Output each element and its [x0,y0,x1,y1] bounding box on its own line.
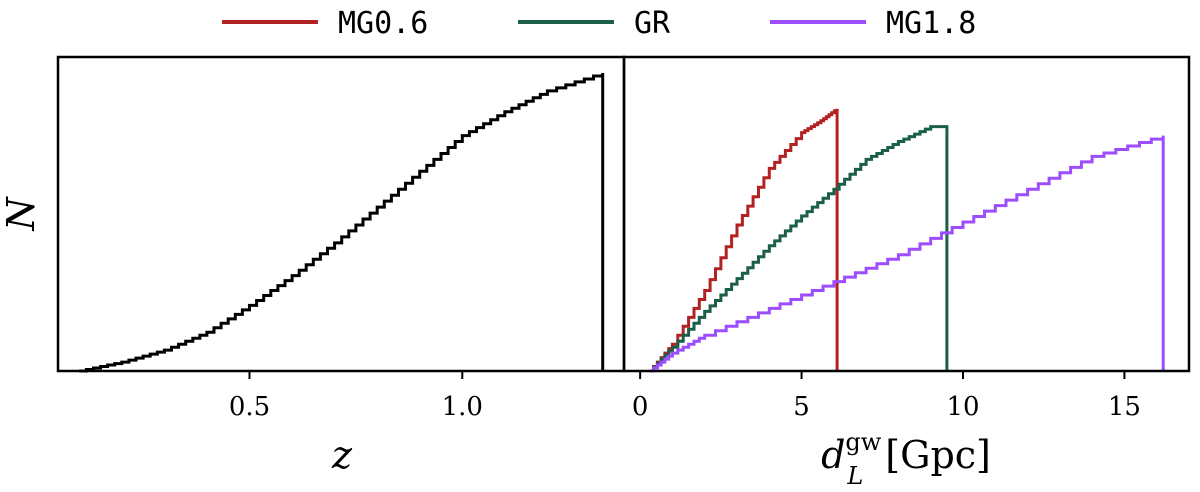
x-tick-label: 15 [1108,392,1141,422]
x-axis-label: z [331,433,353,477]
x-tick-label: 1.0 [442,392,483,422]
series-gr [649,125,949,373]
legend-label-mg1.8: MG1.8 [886,6,976,41]
series-mg1.8 [649,135,1165,373]
legend: MG0.6 GR MG1.8 [222,6,976,41]
legend-label-mg0.6: MG0.6 [338,6,428,41]
y-axis-label: N [0,196,43,232]
x-tick-label: 0 [632,392,649,422]
series-redshift [79,73,605,373]
x-tick-label: 10 [946,392,979,422]
x-axis-label: dgw L [Gpc] [821,428,991,490]
series-mg0.6 [649,108,839,373]
x-tick-label: 5 [793,392,810,422]
plot-frame [56,55,626,373]
panel-luminosity-distance: 0 5 10 15 dgw L [Gpc] [622,55,1191,490]
x-tick-label: 0.5 [229,392,270,422]
legend-label-gr: GR [634,6,671,41]
panel-redshift: 0.5 1.0 z N [0,55,626,477]
plot-frame [622,55,1191,373]
